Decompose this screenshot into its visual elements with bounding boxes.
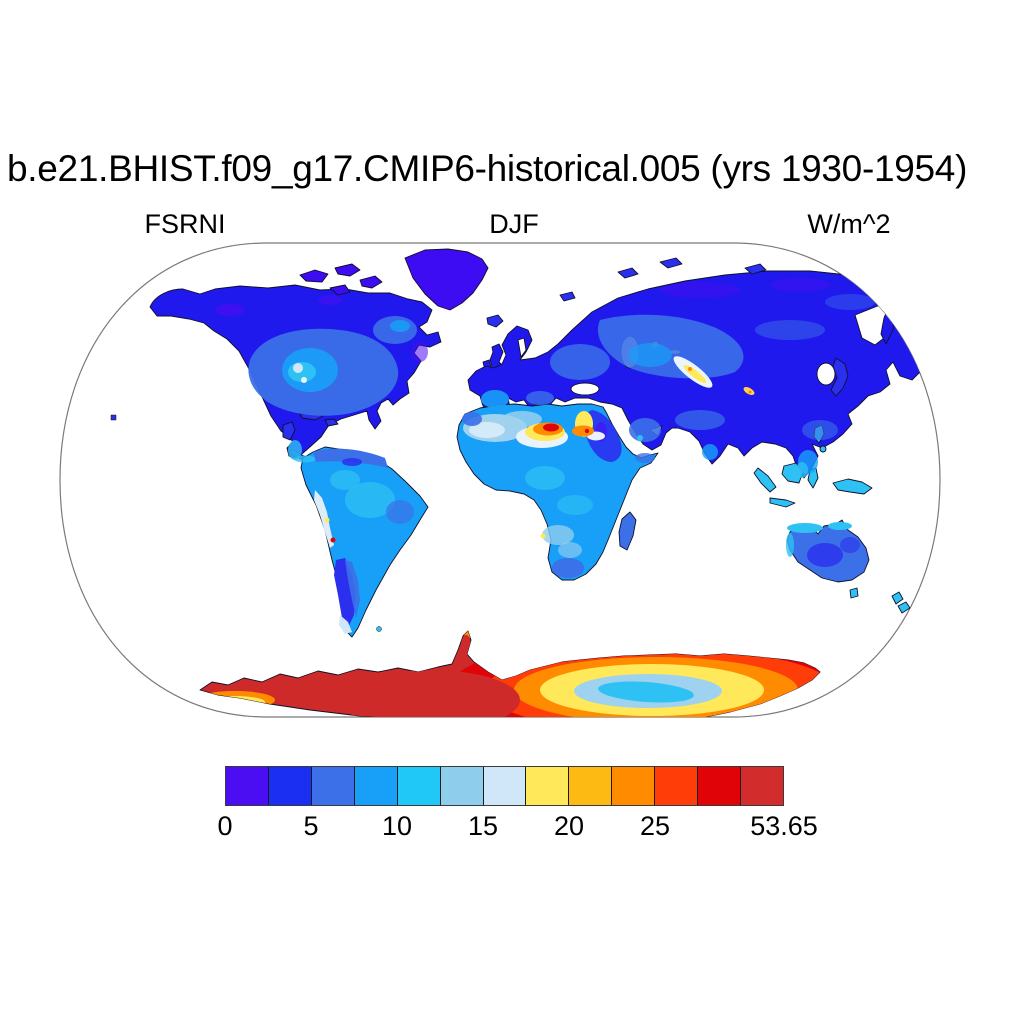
- colorbar-tick-53.65: 53.65: [750, 811, 818, 841]
- black-sea: [570, 382, 600, 396]
- land-madagascar: [618, 511, 637, 551]
- colorbar-cell-6: [483, 767, 527, 805]
- land-new-zealand-south: [897, 601, 911, 614]
- colorbar-cell-11: [698, 767, 742, 805]
- land-hispaniola: [324, 418, 339, 427]
- baltic-sea: [517, 337, 527, 358]
- colorbar: [225, 766, 784, 806]
- colorbar-tick-20: 20: [553, 811, 585, 841]
- colorbar-cell-1: [268, 767, 312, 805]
- land-yucatan: [282, 421, 296, 441]
- colorbar-tick-5: 5: [303, 811, 319, 841]
- field-shading: [215, 278, 875, 634]
- colorbar-cell-12: [741, 767, 783, 805]
- colorbar-cell-8: [569, 767, 613, 805]
- land-japan: [830, 357, 849, 397]
- season-label: DJF: [489, 209, 539, 239]
- colorbar-cell-2: [311, 767, 355, 805]
- colorbar-cell-9: [612, 767, 656, 805]
- colorbar-tick-10: 10: [381, 811, 413, 841]
- colorbar-cell-0: [226, 767, 269, 805]
- colorbar-tick-0: 0: [217, 811, 233, 841]
- colorbar-cell-4: [397, 767, 441, 805]
- units-label: W/m^2: [807, 209, 891, 239]
- colorbar-tick-25: 25: [639, 811, 671, 841]
- sea-of-japan: [816, 362, 836, 386]
- variable-label: FSRNI: [144, 209, 226, 239]
- falkland-islands: [376, 626, 382, 632]
- hawaii: [110, 414, 117, 421]
- colorbar-cell-10: [655, 767, 699, 805]
- colorbar-cell-3: [354, 767, 398, 805]
- land-maritime-continent: [753, 424, 873, 508]
- plot-title: b.e21.BHIST.f09_g17.CMIP6-historical.005…: [7, 148, 968, 189]
- colorbar-cell-5: [440, 767, 484, 805]
- colorbar-tick-labels: 0 5 10 15 20 25 53.65: [0, 812, 1024, 846]
- land-greenland: [404, 248, 489, 311]
- colorbar-cell-7: [526, 767, 570, 805]
- colorbar-tick-15: 15: [467, 811, 499, 841]
- land-iceland: [486, 314, 504, 328]
- land-tasmania: [849, 587, 859, 599]
- land-new-zealand-north: [891, 591, 904, 605]
